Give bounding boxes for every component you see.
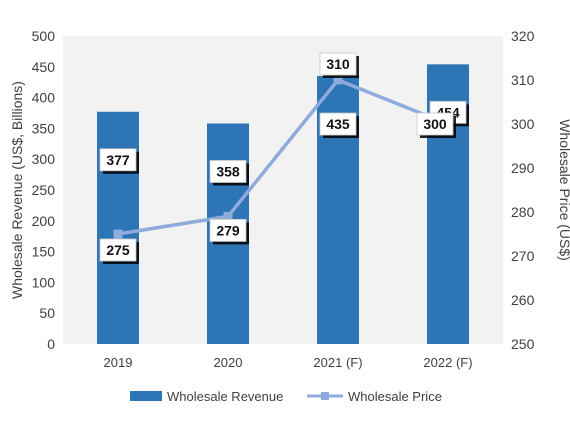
data-label-revenue-box xyxy=(209,160,247,183)
data-label-price: 310 xyxy=(319,52,359,78)
data-label-price: 275 xyxy=(99,238,139,264)
x-tick-label: 2020 xyxy=(214,355,243,370)
data-label-price-box xyxy=(99,238,137,262)
y-tick-label: 450 xyxy=(32,59,56,75)
y2-tick-label: 260 xyxy=(511,292,535,308)
y2-tick-label: 270 xyxy=(511,248,535,264)
x-tick-label: 2019 xyxy=(104,355,133,370)
data-label-price-text: 279 xyxy=(216,222,240,238)
data-label-price-text: 275 xyxy=(106,242,130,258)
y2-tick-label: 300 xyxy=(511,116,535,132)
y2-tick-label: 310 xyxy=(511,72,535,88)
point-wholesale-price xyxy=(333,75,343,85)
data-label-price: 279 xyxy=(209,218,249,245)
y-tick-label: 400 xyxy=(32,90,56,106)
x-tick-label: 2022 (F) xyxy=(423,355,472,370)
y-tick-label: 100 xyxy=(32,274,56,290)
y2-tick-label: 280 xyxy=(511,204,535,220)
legend-marker-wholesale-price xyxy=(321,392,329,400)
data-label-revenue: 377 xyxy=(99,148,139,174)
y-tick-label: 500 xyxy=(32,28,56,44)
point-wholesale-price xyxy=(223,211,233,221)
data-label-revenue-box xyxy=(319,112,357,136)
legend-label-wholesale-price: Wholesale Price xyxy=(348,389,442,404)
y-tick-label: 350 xyxy=(32,120,56,136)
point-wholesale-price xyxy=(113,229,123,239)
y-tick-label: 200 xyxy=(32,213,56,229)
legend-swatch-wholesale-revenue xyxy=(130,391,162,401)
data-label-revenue-text: 358 xyxy=(216,163,240,179)
data-label-price-text: 310 xyxy=(326,56,350,72)
y-tick-label: 150 xyxy=(32,244,56,260)
data-label-price-text: 300 xyxy=(423,116,447,132)
y-tick-label: 50 xyxy=(39,305,55,321)
y-tick-label: 250 xyxy=(32,182,56,198)
y-axis-label: Wholesale Revenue (US$, Billions) xyxy=(9,81,25,299)
data-label-revenue: 435 xyxy=(319,112,359,139)
y2-axis-label: Wholesale Price (US$) xyxy=(557,119,570,261)
data-label-price-box xyxy=(209,218,247,242)
data-label-price-box xyxy=(416,112,454,136)
data-label-revenue-box xyxy=(99,148,137,172)
y2-tick-label: 250 xyxy=(511,336,535,352)
y-tick-label: 0 xyxy=(47,336,55,352)
data-label-price: 300 xyxy=(416,112,456,138)
data-label-revenue: 358 xyxy=(209,160,249,186)
bar-wholesale-revenue xyxy=(97,111,139,344)
y-tick-label: 300 xyxy=(32,151,56,167)
y2-tick-label: 290 xyxy=(511,160,535,176)
x-tick-label: 2021 (F) xyxy=(313,355,362,370)
data-label-revenue-text: 377 xyxy=(106,152,130,168)
data-label-price-box xyxy=(319,52,357,76)
data-label-revenue-text: 435 xyxy=(326,116,350,132)
line-wholesale-price xyxy=(117,77,449,236)
legend-label-wholesale-revenue: Wholesale Revenue xyxy=(167,389,283,404)
y2-tick-label: 320 xyxy=(511,28,535,44)
